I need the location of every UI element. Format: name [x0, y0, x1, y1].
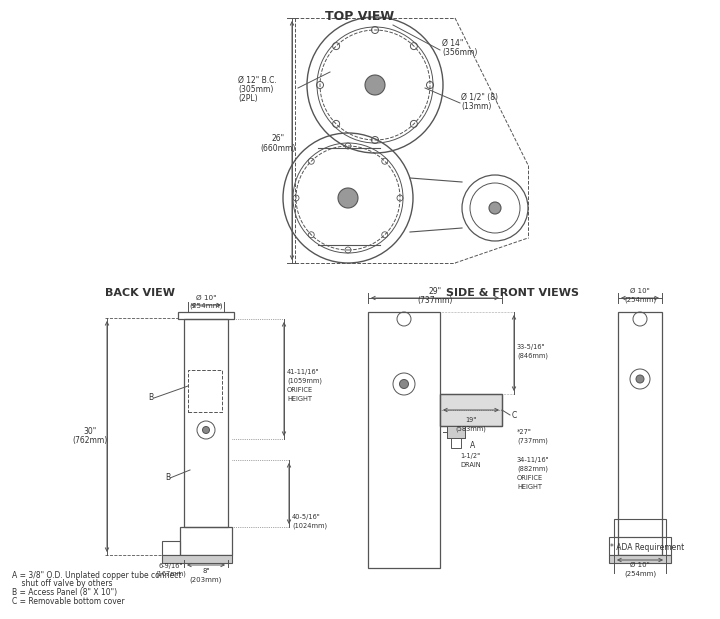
Text: (583mm): (583mm) [456, 426, 487, 432]
Circle shape [202, 426, 210, 433]
Text: 29": 29" [428, 287, 441, 295]
Text: Ø 1/2" (8): Ø 1/2" (8) [461, 92, 498, 102]
Text: shut off valve by others: shut off valve by others [12, 579, 112, 589]
Bar [440, 394, 502, 426]
Text: HEIGHT: HEIGHT [517, 484, 542, 490]
Text: ORIFICE: ORIFICE [287, 387, 313, 393]
Text: B = Access Panel (8" X 10"): B = Access Panel (8" X 10") [12, 589, 117, 597]
Text: ORIFICE: ORIFICE [517, 475, 543, 481]
Text: Ø 12" B.C.: Ø 12" B.C. [238, 76, 276, 85]
Bar [368, 312, 440, 568]
Bar [609, 555, 671, 563]
Text: 1-1/2": 1-1/2" [460, 453, 480, 459]
Text: (13mm): (13mm) [461, 102, 491, 111]
Bar [440, 394, 502, 426]
Text: HEIGHT: HEIGHT [287, 396, 312, 402]
Text: (1024mm): (1024mm) [292, 523, 327, 529]
Text: 33-5/16": 33-5/16" [517, 344, 546, 350]
Bar [188, 370, 222, 412]
Text: (356mm): (356mm) [442, 48, 477, 56]
Text: C: C [512, 410, 517, 420]
Bar [178, 312, 234, 319]
Text: C = Removable bottom cover: C = Removable bottom cover [12, 597, 125, 607]
Text: (254mm): (254mm) [624, 571, 656, 578]
Text: B: B [165, 474, 170, 482]
Text: A: A [470, 441, 475, 451]
Text: B: B [148, 394, 153, 402]
Text: SIDE & FRONT VIEWS: SIDE & FRONT VIEWS [446, 288, 580, 298]
Text: (2PL): (2PL) [238, 93, 258, 103]
Circle shape [489, 202, 501, 214]
Text: (660mm): (660mm) [261, 144, 296, 152]
Text: 26": 26" [271, 134, 284, 142]
Text: 41-11/16": 41-11/16" [287, 369, 320, 375]
Text: Ø 10": Ø 10" [630, 562, 650, 568]
Bar [180, 527, 232, 555]
Text: TOP VIEW: TOP VIEW [325, 9, 395, 22]
Bar [447, 426, 465, 438]
Text: 19": 19" [465, 417, 477, 423]
Text: A = 3/8" O.D. Unplated copper tube connect: A = 3/8" O.D. Unplated copper tube conne… [12, 571, 181, 579]
Text: 40-5/16": 40-5/16" [292, 514, 320, 520]
Bar [162, 541, 180, 555]
Text: (254mm): (254mm) [189, 303, 222, 310]
Bar [609, 537, 671, 555]
Text: BACK VIEW: BACK VIEW [105, 288, 175, 298]
Text: (846mm): (846mm) [517, 353, 548, 359]
Text: (167mm): (167mm) [156, 571, 186, 578]
Text: *27": *27" [517, 429, 532, 435]
Text: 30": 30" [84, 428, 96, 436]
Text: (203mm): (203mm) [190, 577, 222, 583]
Text: (762mm): (762mm) [73, 436, 107, 446]
Text: (305mm): (305mm) [238, 85, 274, 93]
Text: Ø 14": Ø 14" [442, 38, 464, 48]
Circle shape [338, 188, 358, 208]
Circle shape [365, 75, 385, 95]
Text: * ADA Requirement: * ADA Requirement [610, 543, 684, 553]
Text: DRAIN: DRAIN [460, 462, 481, 468]
Bar [184, 319, 228, 527]
Bar [618, 312, 662, 555]
Text: (1059mm): (1059mm) [287, 378, 322, 384]
Text: (254mm): (254mm) [624, 297, 656, 303]
Bar [614, 519, 666, 537]
Text: (882mm): (882mm) [517, 465, 548, 472]
Text: Ø 10": Ø 10" [196, 295, 216, 301]
Text: (737mm): (737mm) [517, 438, 548, 444]
Text: (737mm): (737mm) [418, 295, 453, 305]
Text: 8": 8" [202, 568, 210, 574]
Bar [162, 555, 232, 563]
Circle shape [636, 375, 644, 383]
Text: Ø 10": Ø 10" [630, 288, 650, 294]
Text: 6-9/16": 6-9/16" [159, 563, 183, 569]
Bar [451, 438, 461, 448]
Circle shape [400, 379, 408, 389]
Text: 34-11/16": 34-11/16" [517, 457, 549, 463]
Bar [447, 426, 465, 438]
